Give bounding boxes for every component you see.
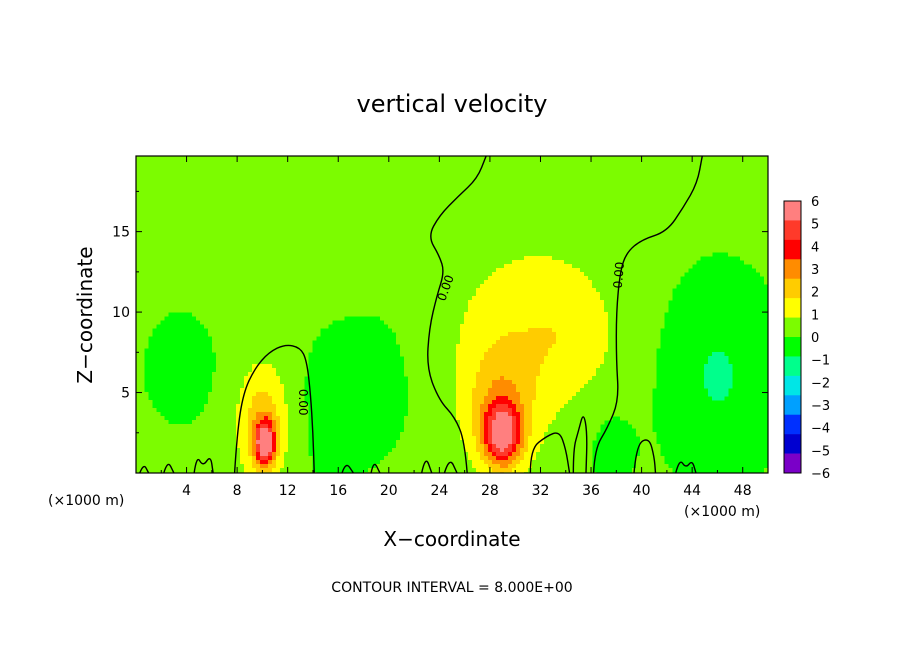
contour-line bbox=[443, 461, 458, 473]
x-tick-label: 44 bbox=[683, 483, 701, 499]
contour-line bbox=[370, 463, 381, 473]
colorbar: 6 5 4 3 2 1 0 −1 −2 −3 −4 −5 −6 bbox=[783, 195, 830, 482]
x-axis-ticks: 4 8 12 16 20 24 28 32 36 40 44 48 bbox=[160, 156, 752, 499]
x-tick-label: 4 bbox=[182, 483, 191, 499]
plot-area: 0.000.00 0.00 bbox=[135, 155, 769, 474]
x-unit-left: (×1000 m) bbox=[48, 493, 124, 509]
colorbar-swatch bbox=[784, 375, 801, 396]
colorbar-label: 0 bbox=[811, 331, 819, 346]
contour-label: 0.00 bbox=[296, 389, 310, 416]
colorbar-swatch bbox=[784, 453, 801, 474]
colorbar-label: 1 bbox=[811, 308, 819, 323]
x-tick-label: 20 bbox=[380, 483, 398, 499]
colorbar-label: 3 bbox=[811, 263, 819, 278]
contour-line bbox=[233, 344, 315, 473]
x-tick-label: 16 bbox=[329, 483, 347, 499]
y-axis-ticks: 5 10 15 bbox=[112, 190, 768, 434]
contour-line bbox=[633, 439, 657, 473]
colorbar-label: −1 bbox=[811, 354, 830, 369]
y-tick-label: 15 bbox=[112, 225, 130, 241]
colorbar-label: 5 bbox=[811, 218, 819, 233]
colorbar-swatch bbox=[784, 356, 801, 377]
x-tick-label: 8 bbox=[233, 483, 242, 499]
plot-frame bbox=[135, 155, 769, 474]
colorbar-swatch bbox=[784, 201, 801, 221]
contour-interval-note: CONTOUR INTERVAL = 8.000E+00 bbox=[331, 580, 572, 596]
x-axis-label: X−coordinate bbox=[383, 527, 520, 551]
y-tick-label: 10 bbox=[112, 305, 130, 321]
colorbar-label: 2 bbox=[811, 286, 819, 301]
contour-line bbox=[163, 463, 175, 473]
colorbar-swatch bbox=[784, 434, 801, 454]
heatmap-field bbox=[136, 156, 768, 473]
contour-line bbox=[675, 461, 697, 473]
contour-line bbox=[193, 458, 214, 473]
contour-line bbox=[427, 156, 487, 473]
y-axis-label: Z−coordinate bbox=[73, 246, 97, 383]
colorbar-swatch bbox=[784, 317, 801, 338]
x-tick-label: 32 bbox=[532, 483, 550, 499]
colorbar-swatch bbox=[784, 298, 801, 318]
colorbar-label: −2 bbox=[811, 376, 830, 391]
contour-line bbox=[341, 464, 354, 473]
colorbar-swatch bbox=[784, 220, 801, 241]
x-unit-right: (×1000 m) bbox=[684, 504, 760, 520]
contour-line bbox=[592, 156, 703, 473]
x-tick-label: 40 bbox=[633, 483, 651, 499]
colorbar-label: −4 bbox=[811, 422, 830, 437]
colorbar-frame bbox=[783, 200, 802, 474]
colorbar-swatch bbox=[784, 337, 801, 357]
colorbar-swatch bbox=[784, 395, 801, 416]
contour-line bbox=[139, 465, 150, 473]
colorbar-swatch bbox=[784, 414, 801, 435]
colorbar-label: 4 bbox=[811, 240, 819, 255]
x-tick-label: 36 bbox=[582, 483, 600, 499]
colorbar-label: −5 bbox=[811, 444, 830, 459]
contour-lines bbox=[139, 156, 703, 473]
y-tick-label: 5 bbox=[121, 386, 130, 402]
x-tick-label: 28 bbox=[481, 483, 499, 499]
colorbar-swatch bbox=[784, 259, 801, 280]
x-tick-label: 12 bbox=[279, 483, 297, 499]
colorbar-label: −3 bbox=[811, 399, 830, 414]
colorbar-label: 6 bbox=[811, 195, 819, 210]
colorbar-swatch bbox=[784, 239, 801, 260]
contour-line bbox=[572, 416, 588, 473]
x-tick-label: 24 bbox=[430, 483, 448, 499]
contour-label: 0.00 bbox=[611, 261, 627, 289]
colorbar-swatch bbox=[784, 278, 801, 299]
x-tick-label: 48 bbox=[734, 483, 752, 499]
colorbar-label: −6 bbox=[811, 467, 830, 482]
contour-line bbox=[529, 432, 571, 473]
chart-title: vertical velocity bbox=[357, 90, 548, 118]
contour-line bbox=[420, 460, 433, 473]
